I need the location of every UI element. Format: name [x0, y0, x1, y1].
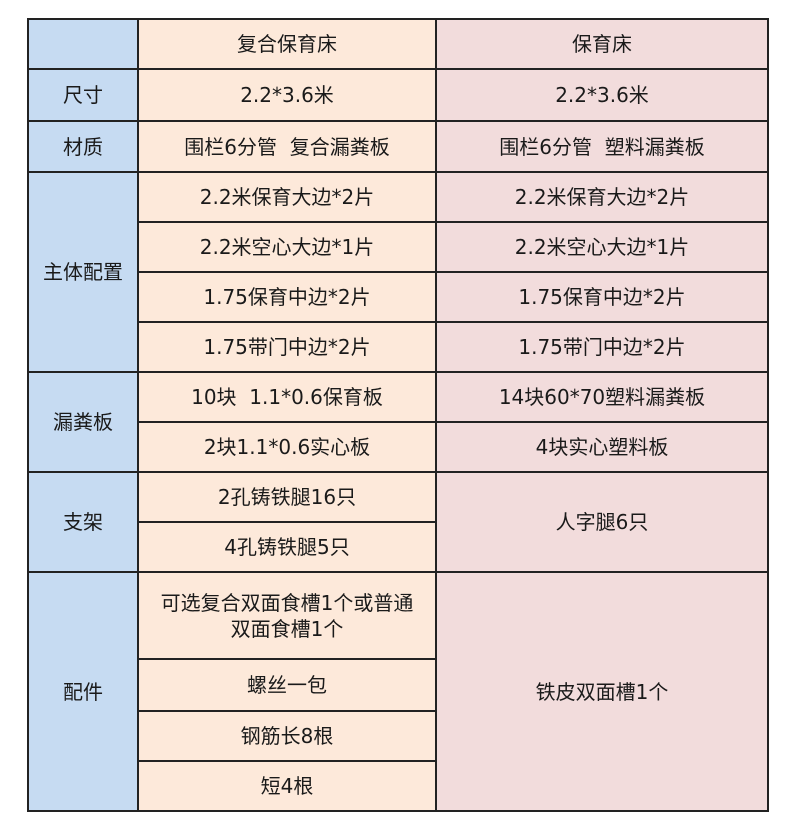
- table-row: 尺寸 2.2*3.6米 2.2*3.6米: [27, 68, 769, 122]
- table-row: 2块1.1*0.6实心板 4块实心塑料板: [28, 421, 769, 473]
- row-label: 主体配置: [27, 171, 139, 373]
- cell: 钢筋长8根: [137, 710, 437, 762]
- cell: 2孔铸铁腿16只: [137, 471, 437, 523]
- row-label: 尺寸: [27, 68, 139, 122]
- corner-cell: [27, 18, 139, 70]
- table-row: 1.75保育中边*2片 1.75保育中边*2片: [28, 271, 769, 323]
- row-label: 支架: [27, 471, 139, 573]
- table-row: 支架 2孔铸铁腿16只 人字腿6只: [27, 471, 769, 573]
- header-col1: 复合保育床: [137, 18, 437, 70]
- row-label: 材质: [27, 120, 139, 173]
- cell: 1.75保育中边*2片: [435, 271, 769, 323]
- cell: 2.2米保育大边*2片: [137, 171, 437, 223]
- cell: 2块1.1*0.6实心板: [137, 421, 437, 473]
- header-row: 复合保育床 保育床: [27, 18, 769, 70]
- table-row: 材质 围栏6分管 复合漏粪板 围栏6分管 塑料漏粪板: [27, 120, 769, 173]
- table-row: 配件 可选复合双面食槽1个或普通双面食槽1个 铁皮双面槽1个: [27, 571, 769, 812]
- row-label: 配件: [27, 571, 139, 812]
- cell: 2.2米空心大边*1片: [137, 221, 437, 273]
- cell: 2.2*3.6米: [137, 68, 437, 122]
- table-row: 1.75带门中边*2片 1.75带门中边*2片: [28, 321, 769, 373]
- table-row: 主体配置 2.2米保育大边*2片 2.2米保育大边*2片: [27, 171, 769, 373]
- cell: 2.2米保育大边*2片: [435, 171, 769, 223]
- cell: 1.75带门中边*2片: [137, 321, 437, 373]
- cell: 1.75保育中边*2片: [137, 271, 437, 323]
- cell: 2.2米空心大边*1片: [435, 221, 769, 273]
- cell: 铁皮双面槽1个: [435, 571, 769, 812]
- cell: 短4根: [137, 760, 437, 812]
- cell: 4块实心塑料板: [435, 421, 769, 473]
- cell: 2.2*3.6米: [435, 68, 769, 122]
- cell: 人字腿6只: [435, 471, 769, 573]
- cell: 14块60*70塑料漏粪板: [435, 371, 769, 423]
- table-row: 短4根: [28, 760, 768, 812]
- table-row: 钢筋长8根: [28, 710, 768, 762]
- table-row: 4孔铸铁腿5只: [28, 521, 768, 573]
- comparison-table: 复合保育床 保育床 尺寸 2.2*3.6米 2.2*3.6米 材质 围栏6分管 …: [27, 18, 769, 812]
- cell: 10块 1.1*0.6保育板: [137, 371, 437, 423]
- table-row: 螺丝一包: [28, 658, 768, 712]
- row-label: 漏粪板: [27, 371, 139, 473]
- cell: 可选复合双面食槽1个或普通双面食槽1个: [137, 571, 437, 660]
- cell: 4孔铸铁腿5只: [137, 521, 437, 573]
- table-row: 漏粪板 10块 1.1*0.6保育板 14块60*70塑料漏粪板: [27, 371, 769, 473]
- cell: 螺丝一包: [137, 658, 437, 712]
- cell: 围栏6分管 塑料漏粪板: [435, 120, 769, 173]
- cell: 1.75带门中边*2片: [435, 321, 769, 373]
- table-row: 2.2米空心大边*1片 2.2米空心大边*1片: [28, 221, 769, 273]
- header-col2: 保育床: [435, 18, 769, 70]
- cell: 围栏6分管 复合漏粪板: [137, 120, 437, 173]
